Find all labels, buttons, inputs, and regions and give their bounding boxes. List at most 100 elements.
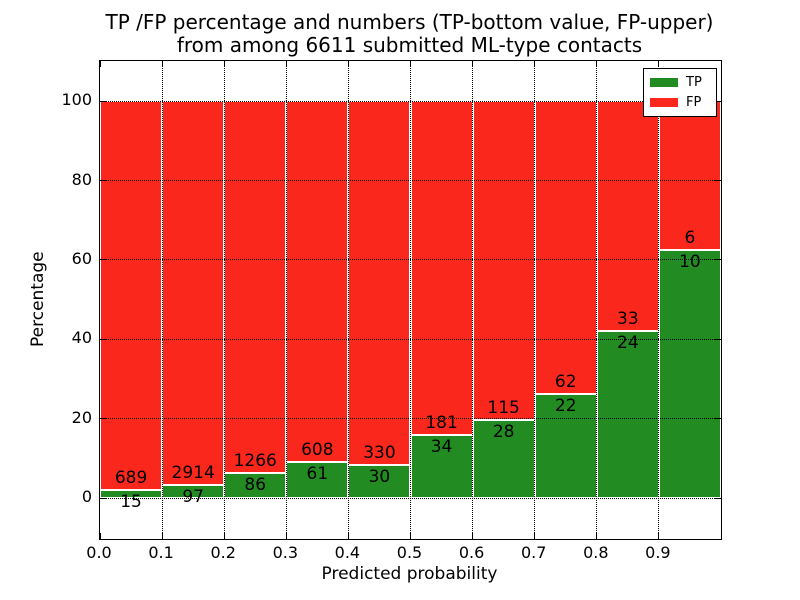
bar-segment-fp [224, 101, 287, 473]
fp-count-label: 6 [684, 227, 696, 248]
x-tick-mark-bottom [99, 533, 101, 539]
x-tick-label: 0.7 [520, 543, 547, 562]
legend-entry-tp: TP [650, 74, 712, 91]
x-tick-mark-bottom [472, 533, 474, 539]
bar-segment-fp [658, 101, 721, 250]
fp-count-label: 62 [554, 372, 577, 393]
x-tick-mark-bottom [285, 533, 287, 539]
y-tick-mark-left [100, 497, 106, 499]
gridline-vertical [347, 61, 349, 539]
tp-count-label: 28 [492, 422, 515, 443]
y-tick-mark-right [715, 100, 721, 102]
tp-count-label: 22 [554, 396, 577, 417]
bar-segment-tp [596, 330, 659, 499]
gridline-vertical [161, 61, 163, 539]
y-axis-label: Percentage [28, 251, 48, 347]
chart-title-line1: TP /FP percentage and numbers (TP-bottom… [105, 10, 714, 34]
bar-segment-fp [286, 101, 349, 462]
x-tick-mark-top [596, 61, 598, 67]
gridline-vertical [410, 61, 411, 539]
bar-segment-fp [534, 101, 597, 395]
chart-title-line2: from among 6611 submitted ML-type contac… [176, 33, 643, 57]
bar-segment-tp [224, 472, 287, 499]
x-tick-mark-top [347, 61, 349, 67]
y-tick-mark-right [715, 418, 721, 420]
y-tick-label: 0 [81, 487, 92, 507]
tp-count-label: 34 [430, 437, 453, 458]
x-tick-mark-bottom [161, 533, 163, 539]
x-tick-mark-top [285, 61, 287, 67]
x-tick-mark-top [472, 61, 474, 67]
gridline-vertical [534, 61, 536, 539]
x-tick-mark-top [99, 61, 101, 67]
y-tick-label: 80 [71, 169, 92, 189]
bar-segment-tp [658, 249, 721, 499]
y-tick-mark-right [715, 180, 721, 181]
bar-segment-tp [348, 465, 411, 499]
x-tick-label: 0.6 [458, 543, 485, 562]
x-tick-mark-bottom [410, 533, 411, 539]
bar-segment-fp [410, 101, 473, 436]
tp-count-label: 97 [182, 487, 204, 508]
legend: TP FP [643, 68, 717, 117]
tp-count-label: 15 [120, 491, 142, 512]
bar-segment-fp [348, 101, 411, 466]
tp-count-label: 61 [306, 463, 329, 484]
gridline-vertical [472, 61, 474, 539]
fp-count-label: 33 [617, 308, 639, 329]
y-tick-label: 40 [71, 328, 92, 348]
x-tick-label: 0.8 [583, 543, 609, 562]
y-tick-label: 60 [71, 248, 92, 268]
y-tick-mark-left [100, 259, 106, 261]
x-tick-mark-top [410, 61, 411, 67]
legend-label-fp: FP [686, 95, 702, 110]
x-tick-mark-top [534, 61, 536, 67]
fp-count-label: 115 [487, 398, 520, 419]
x-tick-label: 0.0 [86, 543, 112, 562]
tp-count-label: 24 [617, 332, 639, 353]
y-tick-label: 20 [71, 407, 92, 427]
x-tick-mark-bottom [347, 533, 349, 539]
bar-segment-fp [472, 101, 535, 421]
x-tick-label: 0.9 [645, 543, 671, 562]
x-tick-label: 0.1 [148, 543, 174, 562]
bar-segment-tp [286, 461, 349, 499]
fp-count-label: 608 [301, 439, 334, 460]
x-tick-mark-top [223, 61, 225, 67]
legend-label-tp: TP [686, 75, 702, 90]
y-tick-label: 100 [61, 90, 92, 110]
x-tick-mark-bottom [658, 533, 660, 539]
fp-count-label: 330 [363, 443, 396, 464]
x-tick-label: 0.4 [334, 543, 361, 562]
fp-count-label: 1266 [233, 450, 277, 471]
tp-count-label: 30 [368, 467, 391, 488]
bar-segment-fp [596, 101, 659, 331]
y-tick-mark-right [715, 259, 721, 261]
legend-swatch-fp-icon [650, 98, 678, 107]
tp-count-label: 10 [679, 251, 701, 272]
gridline-vertical [285, 61, 287, 539]
y-tick-mark-left [100, 418, 106, 420]
x-tick-mark-bottom [223, 533, 225, 539]
bar-segment-tp [100, 489, 163, 499]
bar-segment-fp [100, 101, 163, 490]
x-tick-mark-top [658, 61, 660, 67]
x-tick-label: 0.3 [272, 543, 299, 562]
legend-swatch-tp-icon [650, 78, 678, 87]
bar-segment-fp [162, 101, 225, 486]
x-axis-label: Predicted probability [321, 564, 498, 584]
x-tick-mark-bottom [596, 533, 598, 539]
fp-count-label: 2914 [171, 463, 215, 484]
bar-segment-tp [410, 435, 473, 499]
y-tick-mark-left [100, 180, 106, 181]
y-tick-mark-left [100, 338, 106, 340]
fp-count-label: 689 [114, 467, 148, 488]
x-tick-label: 0.5 [396, 543, 423, 562]
tp-count-label: 86 [244, 474, 267, 495]
gridline-vertical [658, 61, 660, 539]
y-tick-mark-left [100, 100, 106, 102]
y-tick-mark-right [715, 338, 721, 340]
x-tick-label: 0.2 [210, 543, 236, 562]
legend-entry-fp: FP [650, 94, 712, 111]
